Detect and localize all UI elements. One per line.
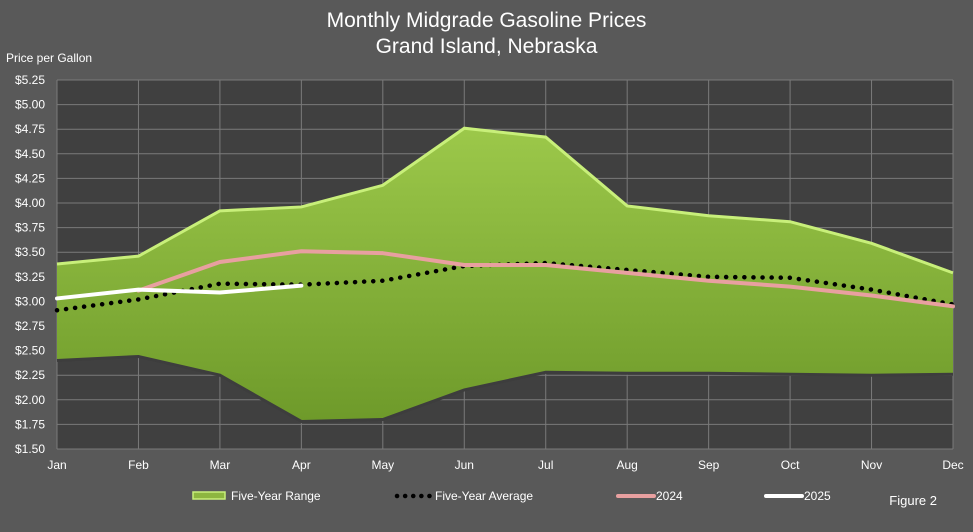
series-lines (54, 249, 956, 313)
y-tick-label: $4.00 (15, 196, 45, 210)
y-tick-label: $4.25 (15, 171, 45, 185)
x-axis-ticks: Jan Feb Mar Apr May Jun Jul Aug Sep Oct Nov Dec (47, 458, 963, 472)
y-tick-label: $2.50 (15, 344, 45, 358)
y-tick-label: $2.25 (15, 368, 45, 382)
figure-label: Figure 2 (889, 493, 937, 508)
legend-label: Five-Year Range (231, 489, 321, 503)
y-tick-label: $5.00 (15, 98, 45, 112)
x-tick-label: Aug (617, 458, 638, 472)
x-tick-label: Apr (292, 458, 311, 472)
y-tick-label: $2.00 (15, 393, 45, 407)
y-tick-label: $4.50 (15, 147, 45, 161)
x-tick-label: Dec (942, 458, 963, 472)
range-high-edge (56, 126, 954, 275)
x-tick-label: Jul (538, 458, 553, 472)
x-tick-label: Mar (210, 458, 231, 472)
range-low-edge (56, 354, 954, 423)
series-line-2025 (55, 283, 304, 301)
legend-item-five-year-average: Five-Year Average (394, 489, 533, 503)
legend-item-2025: 2025 (764, 489, 831, 503)
y-tick-label: $4.75 (15, 122, 45, 136)
y-tick-label: $1.50 (15, 442, 45, 456)
legend: Five-Year Range Five-Year Average 2024 2025 (192, 489, 831, 503)
x-tick-label: Feb (128, 458, 149, 472)
legend-label: 2025 (804, 489, 831, 503)
x-tick-label: Nov (861, 458, 882, 472)
x-tick-label: Oct (781, 458, 800, 472)
y-tick-label: $3.75 (15, 221, 45, 235)
chart-subtitle: Grand Island, Nebraska (375, 35, 598, 58)
x-tick-label: Sep (698, 458, 720, 472)
x-tick-label: May (371, 458, 394, 472)
y-tick-label: $1.75 (15, 417, 45, 431)
legend-item-2024: 2024 (616, 489, 683, 503)
legend-label: 2024 (656, 489, 683, 503)
y-axis-label: Price per Gallon (6, 51, 92, 65)
legend-label: Five-Year Average (435, 489, 533, 503)
x-tick-label: Jan (47, 458, 66, 472)
y-tick-label: $3.25 (15, 270, 45, 284)
legend-swatch (192, 491, 226, 500)
chart-title-block: Monthly Midgrade Gasoline Prices Grand I… (0, 8, 973, 60)
y-axis-ticks: $1.50 $1.75 $2.00 $2.25 $2.50 $2.75 $3.00 $3.25… (15, 73, 45, 456)
y-tick-label: $3.50 (15, 245, 45, 259)
y-tick-label: $3.00 (15, 294, 45, 308)
chart-title: Monthly Midgrade Gasoline Prices (326, 9, 647, 32)
five-year-range-band (57, 128, 953, 422)
five-year-range-area (56, 126, 954, 423)
y-tick-label: $5.25 (15, 73, 45, 87)
legend-item-five-year-range: Five-Year Range (192, 489, 321, 503)
series-line-2024 (136, 249, 955, 309)
x-tick-label: Jun (455, 458, 474, 472)
y-tick-label: $2.75 (15, 319, 45, 333)
